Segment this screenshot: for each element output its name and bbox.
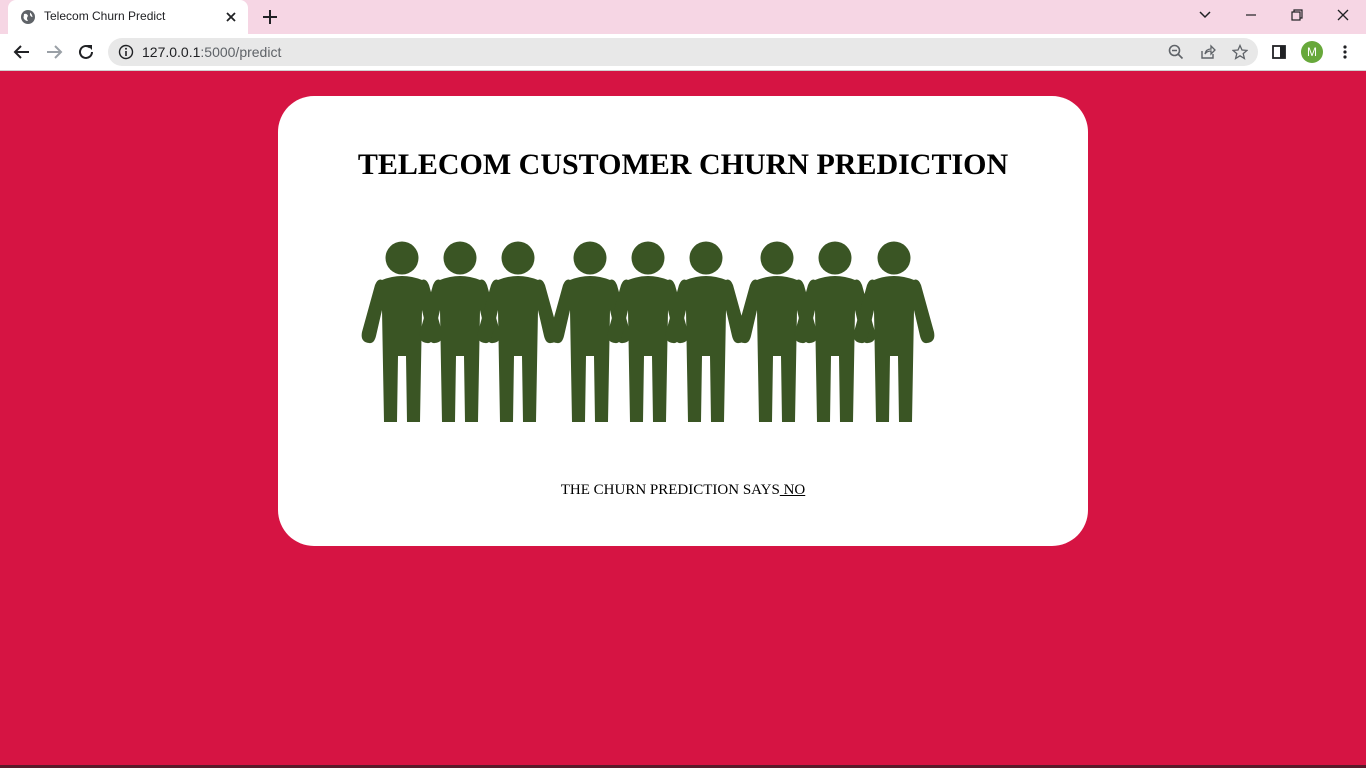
tab-title: Telecom Churn Predict (44, 9, 166, 23)
address-bar[interactable]: 127.0.0.1:5000/predict (108, 38, 1258, 66)
arrow-left-icon (13, 45, 29, 59)
people-group-icon (361, 241, 935, 422)
restore-icon (1291, 9, 1303, 21)
minimize-button[interactable] (1237, 4, 1265, 26)
close-icon[interactable] (224, 10, 238, 24)
close-icon (1337, 9, 1349, 21)
back-button[interactable] (11, 41, 33, 63)
tab-search-button[interactable] (1191, 4, 1219, 26)
tab-strip: Telecom Churn Predict (0, 0, 1366, 34)
prediction-result: THE CHURN PREDICTION SAYS NO (0, 482, 1366, 499)
tab-active[interactable]: Telecom Churn Predict (8, 0, 248, 34)
menu-button[interactable] (1334, 41, 1356, 63)
result-value: NO (779, 482, 806, 498)
url-host: 127.0.0.1 (142, 44, 201, 60)
info-icon[interactable] (118, 44, 134, 60)
side-panel-button[interactable] (1268, 41, 1290, 63)
restore-button[interactable] (1283, 4, 1311, 26)
share-icon[interactable] (1200, 44, 1216, 60)
window-bottom-edge (0, 765, 1366, 768)
browser-toolbar: 127.0.0.1:5000/predict M (0, 34, 1366, 70)
arrow-right-icon (47, 45, 63, 59)
url-path: :5000/predict (200, 44, 282, 60)
url-text[interactable]: 127.0.0.1:5000/predict (142, 44, 281, 60)
globe-icon (21, 10, 35, 24)
reload-icon (79, 44, 93, 59)
chevron-down-icon (1199, 11, 1211, 19)
reload-button[interactable] (75, 41, 97, 63)
result-label: THE CHURN PREDICTION SAYS (560, 482, 780, 498)
avatar[interactable]: M (1301, 41, 1323, 63)
side-panel-icon (1272, 45, 1286, 59)
page-title: TELECOM CUSTOMER CHURN PREDICTION (357, 148, 1009, 181)
more-vertical-icon (1343, 45, 1347, 59)
minimize-icon (1246, 14, 1256, 16)
new-tab-icon[interactable] (260, 7, 280, 27)
toolbar-divider (0, 70, 1366, 71)
window-close-button[interactable] (1329, 4, 1357, 26)
zoom-out-icon[interactable] (1168, 44, 1184, 60)
star-icon[interactable] (1232, 44, 1248, 60)
forward-button[interactable] (43, 41, 65, 63)
